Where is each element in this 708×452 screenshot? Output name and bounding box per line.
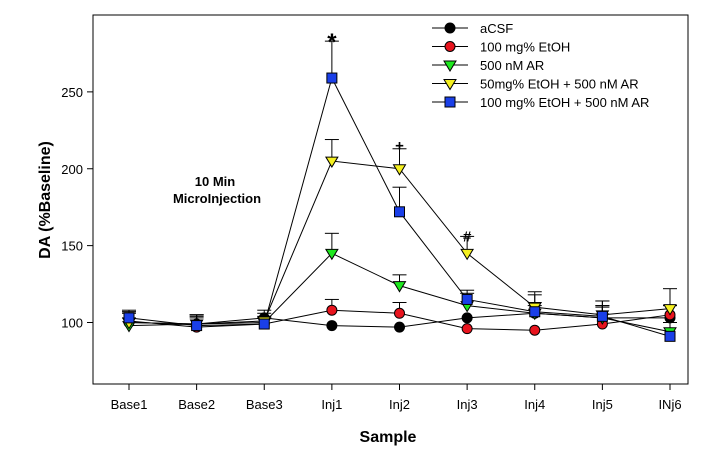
data-point-series-2 [394, 307, 405, 319]
data-point-series-5 [258, 318, 270, 330]
series-markers [122, 72, 677, 342]
y-tick-label: 100 [61, 316, 83, 331]
data-point-series-5 [326, 72, 338, 84]
y-tick-label: 150 [61, 239, 83, 254]
data-point-series-2 [461, 323, 473, 335]
legend-marker [444, 22, 456, 34]
data-point-series-5 [529, 306, 541, 318]
note-line-1: 10 Min [195, 174, 236, 189]
x-tick-label: INj6 [658, 397, 681, 412]
data-point-series-1 [461, 312, 473, 324]
x-tick-label: Inj5 [592, 397, 613, 412]
significance-marker: * [327, 29, 337, 56]
legend-label: 100 mg% EtOH + 500 nM AR [480, 95, 649, 110]
x-tick-label: Base3 [246, 397, 283, 412]
x-tick-label: Base1 [111, 397, 148, 412]
significance-marker: + [395, 138, 404, 155]
data-point-series-4 [324, 156, 339, 169]
data-point-series-1 [394, 321, 405, 333]
data-point-series-5 [596, 310, 608, 322]
x-tick-label: Inj1 [321, 397, 342, 412]
x-tick-label: Inj2 [389, 397, 410, 412]
data-point-series-2 [326, 304, 338, 316]
data-point-series-5 [394, 206, 405, 218]
data-point-series-4 [392, 164, 407, 176]
data-point-series-2 [529, 324, 541, 336]
data-point-series-3 [392, 281, 407, 293]
legend-marker [443, 60, 457, 72]
legend-label: 50mg% EtOH + 500 nM AR [480, 77, 639, 92]
x-tick-label: Inj4 [524, 397, 545, 412]
y-tick-label: 200 [61, 162, 83, 177]
y-tick-label: 250 [61, 85, 83, 100]
axis-ticks: 100 150 200 250 Base1 Base2 Base3 Inj1 Inj2 Inj3 I… [61, 85, 681, 412]
data-point-series-4 [460, 248, 475, 261]
data-point-series-5 [664, 330, 676, 342]
data-point-series-3 [324, 248, 339, 261]
data-point-series-5 [191, 320, 203, 332]
y-axis-title: DA (%Baseline) [37, 141, 54, 259]
x-tick-label: Inj3 [457, 397, 478, 412]
data-point-series-4 [663, 304, 677, 316]
plot-frame [92, 14, 689, 385]
data-point-series-5 [461, 293, 473, 305]
legend-marker [444, 41, 456, 52]
legend-label: 500 nM AR [480, 58, 544, 73]
note-line-2: MicroInjection [173, 191, 261, 206]
data-point-series-5 [123, 312, 135, 324]
legend: aCSF 100 mg% EtOH 500 nM AR 50mg% EtOH + 50… [432, 21, 649, 110]
legend-label: 100 mg% EtOH [480, 40, 570, 55]
annotations: * + # [327, 29, 472, 245]
significance-marker: # [463, 228, 472, 245]
data-point-series-1 [326, 320, 338, 332]
legend-marker [444, 96, 456, 108]
legend-label: aCSF [480, 21, 513, 36]
x-tick-label: Base2 [178, 397, 215, 412]
legend-marker [443, 79, 457, 91]
x-axis-title: Sample [360, 429, 417, 446]
